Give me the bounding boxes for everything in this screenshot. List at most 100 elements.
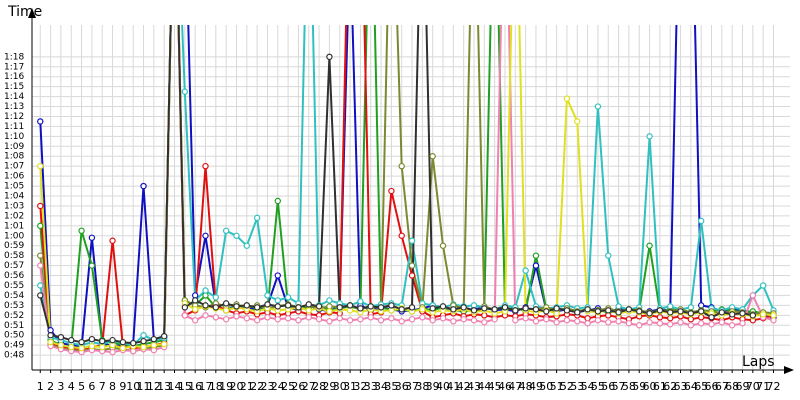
x-tick-label: 40	[436, 380, 450, 393]
x-tick-label: 69	[735, 380, 749, 393]
data-point	[47, 332, 54, 339]
data-point	[718, 309, 726, 316]
data-point	[739, 310, 746, 317]
data-point	[78, 338, 85, 346]
data-point	[646, 319, 653, 326]
data-point	[274, 197, 281, 205]
x-tick-label: 12	[147, 380, 161, 393]
y-tick-label: 1:17	[4, 62, 24, 72]
data-point	[687, 322, 695, 329]
data-point	[68, 343, 75, 351]
data-point	[481, 319, 488, 326]
x-tick-label: 54	[581, 380, 595, 393]
data-point	[346, 302, 354, 309]
data-point	[88, 234, 96, 241]
data-point	[584, 306, 591, 313]
data-point	[388, 315, 395, 322]
data-point	[481, 305, 488, 312]
data-point	[677, 319, 684, 326]
x-tick-label: 24	[271, 380, 285, 393]
data-point	[759, 311, 767, 318]
data-point	[264, 314, 271, 321]
data-point	[264, 292, 271, 299]
data-point	[615, 318, 622, 325]
data-point	[37, 222, 44, 230]
data-point	[191, 306, 199, 313]
data-point	[656, 320, 664, 327]
data-point	[377, 317, 385, 324]
data-point	[574, 309, 581, 316]
data-point	[574, 118, 581, 125]
x-tick-label: 11	[137, 380, 151, 393]
data-point	[759, 282, 767, 289]
y-tick-label: 1:08	[4, 152, 24, 162]
data-point	[274, 316, 281, 323]
data-point	[563, 317, 571, 324]
data-point	[718, 319, 726, 326]
data-point	[99, 343, 106, 351]
data-point	[253, 214, 261, 222]
data-point	[305, 301, 312, 308]
y-tick-label: 1:01	[4, 221, 24, 231]
data-point	[99, 337, 106, 345]
x-tick-label: 55	[591, 380, 605, 393]
data-point	[491, 306, 498, 313]
data-point	[501, 304, 509, 311]
data-point	[708, 314, 715, 321]
data-point	[37, 162, 44, 170]
x-tick-label: 10	[126, 380, 140, 393]
data-point	[140, 337, 147, 345]
x-tick-label: 51	[550, 380, 564, 393]
x-tick-label: 58	[622, 380, 636, 393]
x-tick-label: 35	[384, 380, 398, 393]
x-tick-label: 5	[78, 380, 85, 393]
data-point	[594, 308, 602, 315]
data-point	[140, 332, 147, 339]
data-point	[470, 307, 478, 314]
data-point	[532, 262, 540, 269]
data-point	[697, 217, 705, 225]
x-tick-label: 49	[529, 380, 543, 393]
y-tick-label: 1:00	[4, 231, 24, 241]
data-point	[584, 320, 591, 327]
data-point	[160, 332, 168, 340]
data-point	[222, 300, 230, 307]
series-line	[39, 25, 753, 345]
data-point	[522, 305, 529, 312]
x-tick-label: 60	[643, 380, 657, 393]
data-point	[88, 335, 96, 343]
y-tick-label: 0:49	[4, 341, 24, 351]
x-tick-label: 3	[57, 380, 64, 393]
data-point	[553, 319, 560, 326]
y-tick-label: 1:02	[4, 211, 24, 221]
x-tick-label: 25	[281, 380, 295, 393]
data-point	[150, 335, 158, 343]
x-tick-label: 23	[260, 380, 274, 393]
y-axis-arrow	[28, 8, 36, 18]
y-tick-label: 1:06	[4, 172, 24, 182]
data-point	[429, 153, 436, 160]
x-tick-label: 59	[632, 380, 646, 393]
data-point	[78, 344, 85, 352]
y-tick-label: 1:13	[4, 102, 24, 112]
data-point	[388, 187, 395, 195]
data-point	[78, 227, 85, 235]
data-point	[202, 162, 209, 170]
data-point	[202, 312, 209, 319]
data-point	[563, 95, 571, 102]
x-tick-label: 30	[333, 380, 347, 393]
data-point	[367, 314, 374, 321]
data-point	[625, 320, 633, 327]
y-tick-label: 1:09	[4, 142, 24, 152]
data-point	[667, 321, 674, 328]
data-point	[253, 304, 261, 311]
data-point	[739, 320, 746, 327]
data-point	[326, 297, 333, 304]
data-point	[398, 306, 405, 313]
y-tick-label: 0:48	[4, 351, 24, 361]
y-tick-label: 1:07	[4, 162, 24, 172]
data-point	[728, 322, 736, 329]
data-point	[243, 302, 251, 309]
x-tick-label: 29	[322, 380, 336, 393]
